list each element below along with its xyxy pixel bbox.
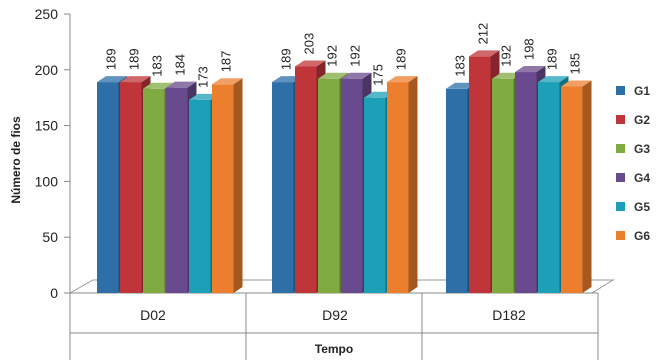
bar-top [561, 80, 592, 87]
legend-swatch [616, 231, 625, 240]
data-label: 212 [476, 23, 491, 45]
y-tick-label: 0 [50, 285, 58, 301]
bars [97, 50, 592, 294]
bar-front [272, 82, 294, 294]
data-labels: 189 189 183 184 173 187 189 203 192 192 175 189 183 2… [104, 23, 583, 88]
bar-front [318, 78, 340, 293]
legend-label: G1 [634, 84, 650, 98]
category-label: D02 [140, 307, 166, 323]
bar-top [387, 76, 418, 83]
data-label: 187 [219, 51, 234, 73]
y-tick-label: 100 [35, 173, 59, 189]
x-axis-categories: D02 D92 D182 [140, 307, 526, 323]
data-label: 192 [348, 45, 363, 67]
x-axis-title: Tempo [315, 342, 353, 356]
bar-front [189, 99, 211, 293]
bar-front [97, 82, 119, 294]
bar-top [492, 72, 523, 79]
category-label: D182 [492, 307, 526, 323]
bar-top [295, 60, 326, 67]
legend-swatch [616, 202, 625, 211]
legend-label: G6 [634, 229, 650, 243]
bar-top [318, 72, 349, 79]
legend-swatch [616, 115, 625, 124]
legend-swatch [616, 86, 625, 95]
data-label: 198 [522, 38, 537, 60]
legend-item-G3: G3 [616, 142, 650, 156]
bar-front [538, 82, 560, 294]
legend-swatch [616, 144, 625, 153]
bar-top [166, 81, 197, 88]
bar-front [446, 88, 468, 293]
data-label: 183 [453, 55, 468, 77]
data-label: 192 [499, 45, 514, 67]
bar-front [561, 86, 583, 293]
data-label: 183 [150, 55, 165, 77]
bar-top [446, 82, 477, 89]
bar-front [364, 97, 386, 293]
bar-front [120, 82, 142, 294]
data-label: 189 [545, 48, 560, 70]
y-axis-title: Número de fios [9, 116, 23, 204]
legend-label: G5 [634, 200, 650, 214]
data-label: 192 [325, 45, 340, 67]
bar-front [387, 82, 409, 294]
data-label: 185 [568, 53, 583, 75]
bar-G6-D92 [387, 76, 418, 294]
bar-side [408, 76, 418, 294]
data-label: 189 [127, 48, 142, 70]
data-label: 173 [196, 66, 211, 88]
bar-front [212, 84, 234, 293]
legend-item-G1: G1 [616, 84, 650, 98]
bar-top [341, 72, 372, 79]
bar-front [469, 56, 491, 293]
data-label: 175 [371, 64, 386, 86]
data-label: 203 [302, 33, 317, 55]
bar-top [538, 76, 569, 83]
legend: G1 G2 G3 G4 G5 G6 [616, 84, 650, 243]
bar-top [364, 91, 395, 98]
bar-side [233, 78, 243, 293]
y-axis-ticks: 0 50 100 150 200 250 [35, 6, 70, 301]
y-tick-label: 200 [35, 62, 59, 78]
legend-item-G5: G5 [616, 200, 650, 214]
data-label: 184 [173, 54, 188, 76]
bar-G6-D02 [212, 78, 243, 293]
bar-top [97, 76, 128, 83]
legend-item-G2: G2 [616, 113, 650, 127]
bar-top [515, 66, 546, 73]
bar-front [166, 87, 188, 293]
bar-top [120, 76, 151, 83]
bar-front [295, 66, 317, 294]
category-label: D92 [322, 307, 348, 323]
legend-swatch [616, 173, 625, 182]
bar-front [515, 72, 537, 293]
bar-top [212, 78, 243, 85]
legend-label: G3 [634, 142, 650, 156]
bar-side [582, 80, 592, 293]
bar-G6-D182 [561, 80, 592, 293]
data-label: 189 [394, 48, 409, 70]
bar-front [143, 88, 165, 293]
bar-front [341, 78, 363, 293]
legend-label: G4 [634, 171, 650, 185]
y-tick-label: 250 [35, 6, 59, 22]
data-label: 189 [104, 48, 119, 70]
bar-front [492, 78, 514, 293]
data-label: 189 [279, 48, 294, 70]
legend-item-G4: G4 [616, 171, 650, 185]
bar-top [469, 50, 500, 57]
bar-top [143, 82, 174, 89]
y-tick-label: 50 [42, 229, 58, 245]
bar-top [272, 76, 303, 83]
bar-top [189, 93, 220, 100]
legend-label: G2 [634, 113, 650, 127]
legend-item-G6: G6 [616, 229, 650, 243]
y-tick-label: 150 [35, 118, 59, 134]
